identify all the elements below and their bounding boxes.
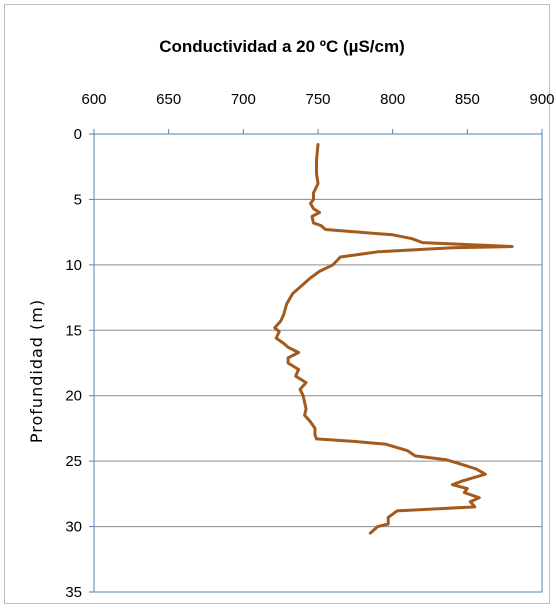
x-tick-label: 700	[231, 91, 256, 108]
x-axis-ticks: 600 650 700 750 800 850 900	[81, 91, 555, 134]
chart-frame	[4, 4, 550, 604]
y-tick-label: 30	[65, 519, 82, 536]
x-tick-label: 800	[380, 91, 405, 108]
grid-lines	[94, 198, 542, 528]
x-tick-label: 900	[529, 91, 554, 108]
y-tick-label: 15	[65, 322, 82, 339]
y-tick-label: 20	[65, 388, 82, 405]
x-tick-label: 650	[156, 91, 181, 108]
y-axis-label: Profundidad (m)	[27, 299, 46, 443]
chart-title: Conductividad a 20 ºC (µS/cm)	[159, 37, 405, 56]
series-layer	[273, 143, 514, 535]
y-tick-label: 10	[65, 257, 82, 274]
y-tick-label: 25	[65, 453, 82, 470]
conductivity-profile-line	[273, 143, 514, 535]
x-tick-label: 850	[455, 91, 480, 108]
y-tick-label: 5	[74, 191, 82, 208]
x-tick-label: 750	[305, 91, 330, 108]
y-axis-ticks: 0 5 10 15 20 25 30 35	[65, 126, 94, 601]
plot-area	[93, 133, 543, 593]
y-tick-label: 35	[65, 584, 82, 601]
x-tick-label: 600	[81, 91, 106, 108]
y-tick-label: 0	[74, 126, 82, 143]
